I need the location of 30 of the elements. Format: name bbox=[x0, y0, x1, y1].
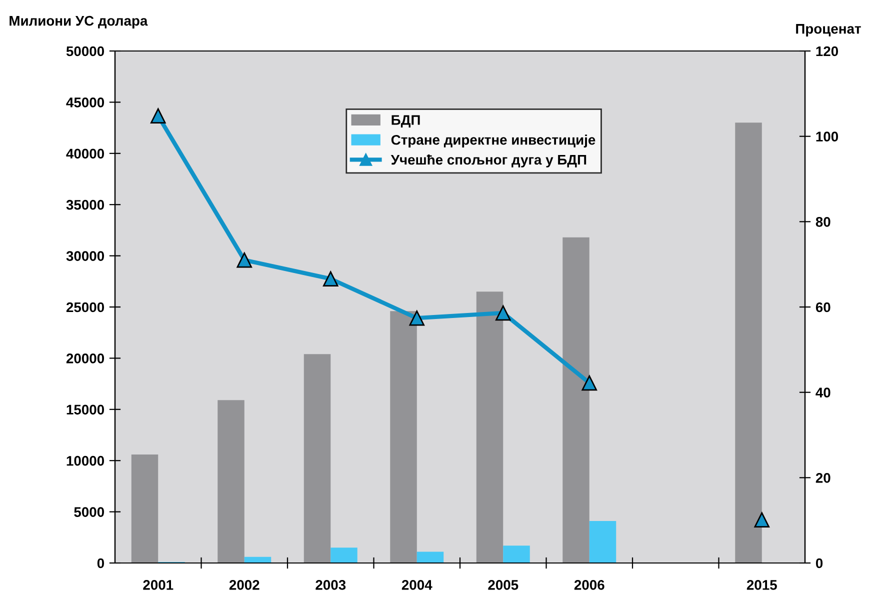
y-tick-label: 50000 bbox=[66, 46, 104, 56]
x-tick-label: 2015 bbox=[746, 580, 777, 590]
y-tick-label: 15000 bbox=[66, 404, 104, 415]
y-tick-label: 20000 bbox=[66, 354, 104, 364]
y-tick-label: 0 bbox=[97, 558, 104, 568]
x-tick-label: 2002 bbox=[229, 580, 260, 590]
y2-tick-label: 40 bbox=[816, 388, 830, 398]
x-tick-label: 2005 bbox=[488, 580, 518, 590]
legend-label: Учешће спољног дуга у БДП bbox=[390, 154, 586, 168]
y2-tick-label: 60 bbox=[816, 302, 830, 312]
y2-tick-label: 20 bbox=[816, 473, 830, 483]
y-tick-label: 25000 bbox=[66, 302, 104, 312]
y2-tick-label: 0 bbox=[816, 558, 823, 568]
y-tick-label: 40000 bbox=[66, 148, 104, 159]
x-tick-label: 2003 bbox=[316, 580, 346, 590]
y-tick-label: 35000 bbox=[66, 200, 104, 210]
x-tick-label: 2001 bbox=[143, 580, 174, 590]
y2-tick-label: 100 bbox=[816, 132, 838, 142]
x-tick-label: 2006 bbox=[574, 580, 604, 590]
y2-axis-title: Проценат bbox=[796, 24, 861, 36]
y-tick-label: 45000 bbox=[66, 98, 104, 108]
y2-tick-label: 80 bbox=[816, 217, 830, 227]
y2-tick-label: 120 bbox=[816, 46, 838, 56]
legend-label: Стране директне инвестиције bbox=[391, 134, 596, 148]
x-tick-label: 2004 bbox=[402, 580, 432, 590]
legend-label: БДП bbox=[392, 115, 420, 128]
y-tick-label: 30000 bbox=[66, 251, 104, 261]
y-tick-label: 10000 bbox=[66, 456, 104, 466]
y-tick-label: 5000 bbox=[74, 507, 104, 517]
y-axis-title: Милиони УС долара bbox=[10, 16, 148, 28]
